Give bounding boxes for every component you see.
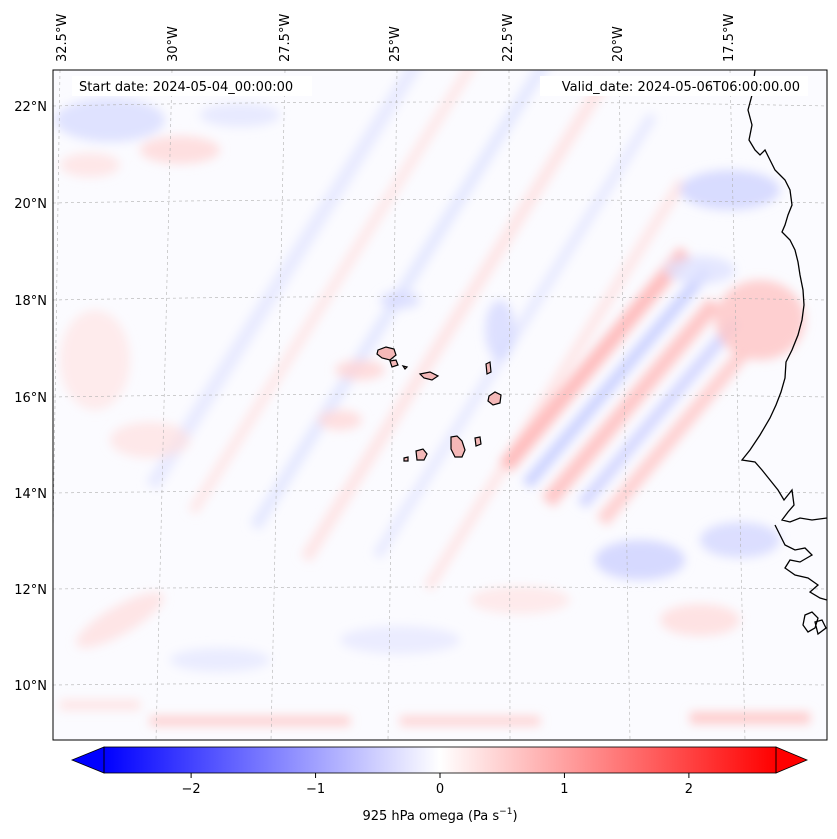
- valid-date-label: Valid_date: 2024-05-06T06:00:00.00: [562, 80, 800, 95]
- lon-label: 32.5°W: [55, 14, 70, 62]
- coastline: [740, 70, 827, 636]
- colorbar-high-extend: [775, 746, 809, 774]
- lon-label: 30°W: [166, 26, 181, 62]
- cape-verde-islands: [376, 346, 502, 462]
- parallel-line: [53, 393, 827, 398]
- meridian-line: [508, 70, 511, 740]
- island-sao-vicente: [389, 359, 399, 368]
- island-sal: [485, 361, 492, 375]
- parallel-line: [53, 199, 827, 204]
- meridian-line: [618, 70, 631, 740]
- latitude-labels: 22°N 20°N 18°N 16°N 14°N 12°N 10°N: [14, 100, 47, 694]
- colorbar-tick-label: −2: [182, 782, 201, 797]
- island-boa-vista: [487, 391, 502, 406]
- map-panel: Start date: 2024-05-04_00:00:00 Valid_da…: [52, 69, 828, 741]
- lat-label: 10°N: [14, 679, 47, 694]
- lat-label: 20°N: [14, 197, 47, 212]
- colorbar: −2 −1 0 1 2 925 hPa omega (Pa s−1): [70, 746, 809, 824]
- lat-label: 18°N: [14, 294, 47, 309]
- colorbar-tick-label: 2: [685, 782, 693, 797]
- meridian-line: [729, 70, 746, 740]
- start-date-label: Start date: 2024-05-04_00:00:00: [79, 80, 293, 95]
- parallel-line: [53, 296, 827, 301]
- meridian-line: [387, 70, 398, 740]
- island-santo-antao: [376, 346, 397, 361]
- valid-date-box: [540, 76, 808, 96]
- map-frame: [52, 69, 828, 741]
- longitude-labels: 32.5°W 30°W 27.5°W 25°W 22.5°W 20°W 17.5…: [55, 14, 737, 62]
- omega-contour-field: [55, 70, 810, 726]
- colorbar-ticks: −2 −1 0 1 2: [182, 773, 693, 797]
- island-maio: [474, 436, 482, 447]
- parallel-line: [53, 490, 827, 494]
- graticule: [53, 70, 827, 740]
- africa-coastline: [802, 611, 819, 633]
- island-sao-nicolau: [418, 371, 440, 381]
- lon-label: 25°W: [388, 26, 403, 62]
- africa-coastline: [814, 619, 827, 636]
- colorbar-tick-label: 1: [560, 782, 568, 797]
- colorbar-tick-label: 0: [436, 782, 444, 797]
- lat-label: 22°N: [14, 100, 47, 115]
- africa-coastline: [774, 524, 827, 601]
- meridian-line: [270, 70, 286, 740]
- parallel-line: [53, 682, 827, 686]
- lat-label: 14°N: [14, 487, 47, 502]
- lon-label: 20°W: [611, 26, 626, 62]
- colorbar-label: 925 hPa omega (Pa s−1): [362, 807, 517, 824]
- island-santiago: [450, 435, 466, 458]
- parallel-line: [53, 586, 827, 590]
- meridian-line: [155, 70, 173, 740]
- island-brava: [403, 456, 409, 462]
- island-fogo: [415, 448, 428, 461]
- lat-label: 16°N: [14, 391, 47, 406]
- island-santa-luzia: [401, 365, 409, 370]
- colorbar-tick-label: −1: [306, 782, 325, 797]
- africa-coastline: [740, 70, 827, 523]
- lon-label: 27.5°W: [278, 14, 293, 62]
- parallel-line: [53, 101, 827, 107]
- lon-label: 22.5°W: [501, 14, 516, 62]
- lat-label: 12°N: [14, 583, 47, 598]
- colorbar-gradient: [104, 747, 776, 773]
- lon-label: 17.5°W: [722, 14, 737, 62]
- colorbar-low-extend: [70, 746, 105, 774]
- start-date-box: [72, 76, 312, 96]
